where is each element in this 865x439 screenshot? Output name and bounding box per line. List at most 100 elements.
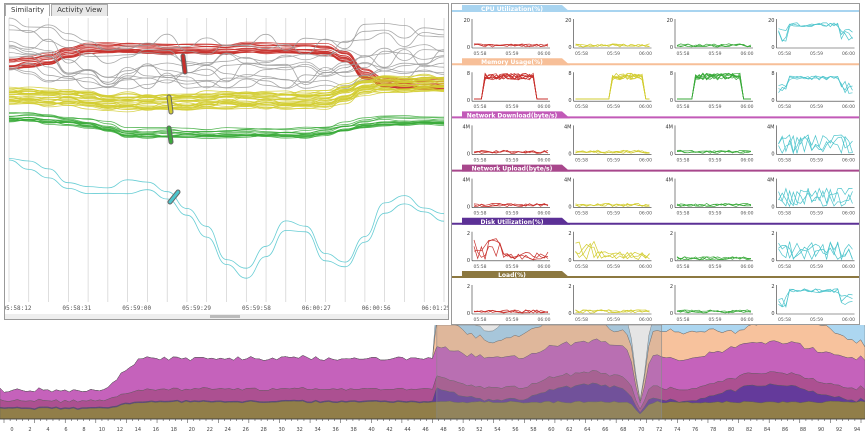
y-zero-label: 0 (568, 151, 571, 157)
metric-series-line (473, 43, 549, 48)
time-label: 05:58:31 (62, 305, 91, 312)
stacked-area-overview[interactable]: 0 2 4 6 8 10 12 14 16 18 20 22 24 26 28 30 32 34 36 38 40 42 4… (0, 325, 865, 439)
metric-series-line (473, 238, 549, 261)
metric-series-line (778, 288, 853, 308)
small-tick: 06:00 (639, 317, 652, 323)
small-tick: 05:58 (677, 157, 690, 163)
small-tick: 05:59 (810, 211, 823, 217)
metric-series-line (473, 309, 549, 314)
polyline-green (8, 119, 445, 139)
metric-series-line (778, 187, 853, 208)
metric-title: Load(%) (498, 272, 526, 279)
y-zero-label: 0 (467, 151, 470, 157)
brush-handle-fill[interactable] (167, 126, 173, 144)
y-zero-label: 0 (771, 258, 774, 264)
small-tick: 06:00 (842, 157, 855, 163)
small-tick: 06:00 (842, 51, 855, 57)
small-tick: 05:58 (474, 317, 487, 323)
polyline-gray (8, 47, 445, 85)
tab-similarity[interactable]: Similarity (5, 4, 51, 16)
small-tick: 05:58 (778, 157, 791, 163)
small-tick: 06:00 (741, 211, 754, 217)
small-tick: 05:59 (810, 51, 823, 57)
small-tick: 05:58 (778, 211, 791, 217)
small-tick: 05:58 (575, 157, 588, 163)
overview-tick-label: 90 (818, 427, 824, 433)
polyline-green (8, 117, 445, 136)
polyline-yellow (8, 88, 445, 111)
time-label: 05:58:12 (5, 305, 32, 312)
small-tick: 06:00 (741, 317, 754, 323)
metric-series-line (778, 288, 853, 309)
overview-tick-label: 44 (404, 427, 410, 433)
metric-series-line (676, 149, 752, 154)
metric-series-line (677, 72, 751, 100)
overview-tick-label: 78 (710, 427, 716, 433)
overview-tick-label: 4 (46, 427, 49, 433)
parallel-coordinates-plot[interactable]: 05:58:12 05:58:31 05:59:00 05:59:29 05:59:58… (5, 4, 448, 319)
metric-series-line (473, 43, 549, 48)
metric-series-line (473, 149, 549, 154)
metric-series-line (575, 43, 650, 48)
polyline-gray (8, 63, 445, 90)
y-zero-label: 0 (467, 258, 470, 264)
overview-selection-brush[interactable] (436, 325, 663, 420)
small-tick: 05:59 (709, 264, 722, 270)
overview-tick-label: 16 (153, 427, 159, 433)
overview-tick-label: 14 (135, 427, 141, 433)
time-label: 06:00:27 (302, 305, 331, 312)
y-max-label: 20 (667, 18, 673, 24)
y-zero-label: 0 (568, 98, 571, 104)
small-tick: 05:59 (810, 317, 823, 323)
overview-tick-label: 10 (99, 427, 105, 433)
small-tick: 06:00 (538, 211, 551, 217)
y-max-label: 2 (670, 231, 673, 237)
metric-series-line (778, 241, 853, 261)
y-zero-label: 0 (568, 258, 571, 264)
y-zero-label: 0 (670, 98, 673, 104)
overview-tick-label: 62 (566, 427, 572, 433)
metric-series-line (473, 150, 549, 154)
metric-series-line (778, 241, 853, 260)
overview-timeline[interactable]: 0 2 4 6 8 10 12 14 16 18 20 22 24 26 28 30 32 34 36 38 40 42 4… (0, 325, 865, 439)
overview-tick-label: 72 (656, 427, 662, 433)
metric-series-line (677, 72, 751, 100)
overview-tick-label: 28 (261, 427, 267, 433)
y-max-label: 20 (464, 18, 470, 24)
metric-series-line (575, 309, 650, 314)
scrollbar-thumb[interactable] (210, 315, 240, 318)
y-max-label: 2 (467, 284, 470, 290)
y-zero-label: 0 (670, 45, 673, 51)
small-tick: 06:00 (741, 264, 754, 270)
small-tick: 05:58 (575, 51, 588, 57)
overview-tick-label: 6 (64, 427, 67, 433)
overview-tick-label: 46 (422, 427, 428, 433)
small-tick: 06:00 (741, 104, 754, 110)
metric-header-tab (462, 217, 570, 225)
overview-tick-label: 68 (620, 427, 626, 433)
small-tick: 05:58 (575, 317, 588, 323)
y-zero-label: 0 (771, 205, 774, 211)
metric-title: Network Download(byte/s) (467, 112, 558, 119)
y-zero-label: 0 (771, 311, 774, 317)
brush-handle-fill[interactable] (168, 190, 180, 204)
view-tabs: Similarity Activity View (5, 4, 109, 16)
small-tick: 05:59 (506, 157, 519, 163)
overview-tick-label: 50 (458, 427, 464, 433)
brush-handle-fill[interactable] (167, 95, 173, 114)
overview-tick-label: 70 (638, 427, 644, 433)
polyline-gray (8, 41, 445, 78)
metric-series-line (778, 75, 853, 94)
y-max-label: 4M (666, 124, 674, 130)
y-max-label: 2 (771, 231, 774, 237)
y-max-label: 20 (768, 18, 774, 24)
small-tick: 05:58 (677, 104, 690, 110)
metric-series-line (778, 22, 853, 42)
tab-activity-view[interactable]: Activity View (51, 4, 109, 16)
overview-tick-label: 88 (800, 427, 806, 433)
small-tick: 05:58 (677, 264, 690, 270)
small-tick: 05:59 (506, 317, 519, 323)
metric-title: Disk Utilization(%) (481, 219, 544, 226)
brush-handle-fill[interactable] (181, 54, 187, 74)
overview-tick-label: 42 (386, 427, 392, 433)
